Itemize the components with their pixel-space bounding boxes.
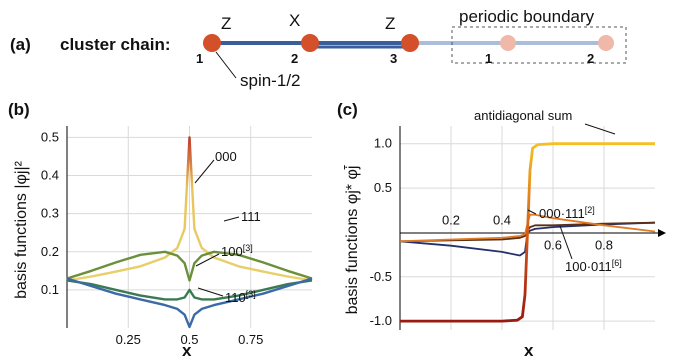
series-line-antidiagonal-sum (400, 142, 655, 323)
label-110: 110[3] (225, 289, 256, 305)
pointer-111 (223, 216, 240, 222)
panel-b-ylabel: basis functions |φj|² (13, 160, 30, 299)
x-tick-label: 0.2 (442, 212, 460, 227)
y-tick-label: 0.5 (41, 129, 59, 144)
site-op-1: Z (221, 14, 231, 33)
series-line-000 (66, 136, 313, 282)
site-2 (301, 34, 319, 52)
x-tick-label: 0.5 (180, 332, 198, 347)
panel-c-ticks: -1.0 -0.5 0.5 1.0 0.2 0.4 0.6 0.8 (370, 136, 613, 328)
y-tick-label: 0.3 (41, 206, 59, 221)
y-tick-label: 1.0 (374, 136, 392, 151)
panel-b-series (66, 136, 313, 329)
periodic-boundary-box (451, 26, 627, 64)
y-tick-label: 0.1 (41, 282, 59, 297)
label-100-011: 100·011[6] (565, 258, 622, 274)
x-tick-label: 0.25 (116, 332, 141, 347)
site-3 (401, 34, 419, 52)
pointer-100 (195, 253, 220, 267)
panel-b-ticks: 0.1 0.2 0.3 0.4 0.5 0.25 0.5 0.75 (41, 129, 263, 347)
x-tick-label: 0.4 (493, 212, 511, 227)
site-op-3: Z (385, 14, 395, 33)
y-tick-label: 0.2 (41, 244, 59, 259)
x-tick-label: 0.75 (238, 332, 263, 347)
label-111: 111 (241, 209, 261, 224)
panel-b-xlabel: x (182, 341, 192, 360)
series-line-111 (66, 250, 313, 282)
site-op-2: X (289, 11, 300, 30)
label-100: 100[3] (221, 243, 253, 259)
panel-c-xlabel: x (524, 341, 534, 360)
label-000: 000 (215, 149, 237, 164)
x-tick-label: 0.8 (595, 237, 613, 252)
site-num-3: 3 (390, 51, 397, 66)
periodic-boundary-label: periodic boundary (459, 7, 595, 26)
spin-pointer (215, 51, 237, 79)
ghost-num-2: 2 (587, 51, 594, 66)
site-1 (203, 34, 221, 52)
pointer-antidiagonal (584, 123, 616, 135)
pointer-110 (197, 287, 224, 297)
panel-b: (b) 0.1 0.2 0.3 0.4 0.5 0.25 0.5 0.75 x basis f… (8, 100, 313, 360)
panel-a: (a) cluster chain: periodic boundary Z X… (10, 7, 627, 90)
panel-c-series (399, 142, 656, 323)
pointer-000-111 (527, 209, 537, 215)
panel-c-label: (c) (337, 100, 358, 119)
panel-c: (c) -1.0 -0.5 0.5 1.0 0.2 0.4 0.6 0.8 x basis f… (337, 100, 666, 360)
panel-b-label: (b) (8, 100, 30, 119)
spin-label: spin-1/2 (240, 71, 301, 90)
ghost-site-1 (500, 35, 516, 51)
site-num-2: 2 (291, 51, 298, 66)
pointer-100-011 (559, 225, 573, 260)
ghost-num-1: 1 (485, 51, 492, 66)
y-tick-label: 0.5 (374, 180, 392, 195)
pointer-000 (194, 159, 215, 184)
chain-title: cluster chain: (60, 35, 171, 54)
site-num-1: 1 (196, 51, 203, 66)
y-tick-label: 0.4 (41, 168, 59, 183)
series-line-100 (66, 279, 313, 301)
label-antidiagonal-sum: antidiagonal sum (474, 108, 572, 123)
y-tick-label: -0.5 (370, 269, 392, 284)
panel-a-label: (a) (10, 35, 31, 54)
x-tick-label: 0.6 (544, 237, 562, 252)
label-000-111: 000·111[2] (539, 205, 595, 221)
panel-c-x-arrow (658, 229, 666, 237)
panel-c-ylabel: basis functions φj* φj̄ (343, 164, 361, 314)
ghost-site-2 (598, 35, 614, 51)
y-tick-label: -1.0 (370, 313, 392, 328)
series-line-110 (66, 277, 313, 329)
